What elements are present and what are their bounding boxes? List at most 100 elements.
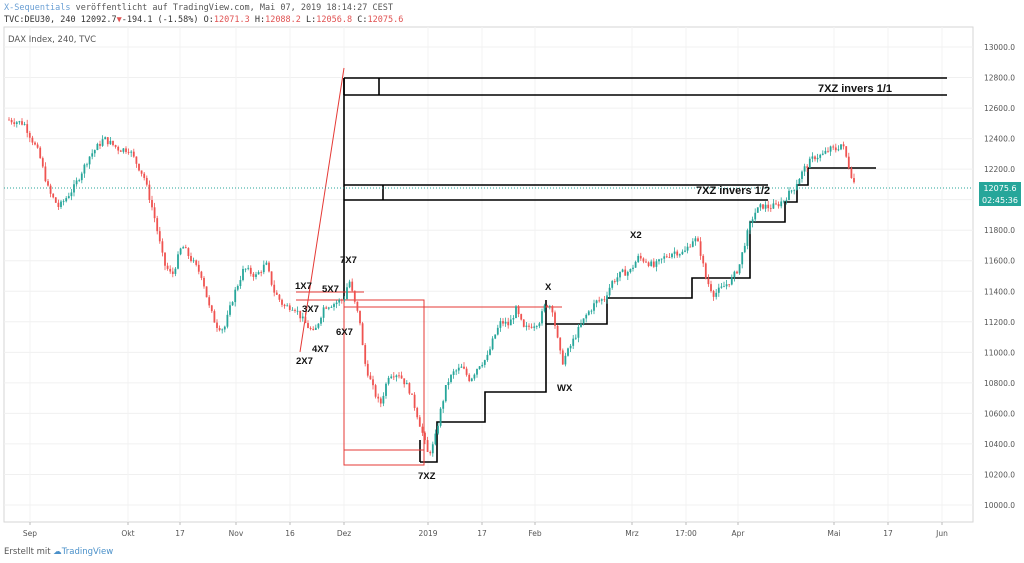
candle-body <box>434 433 437 445</box>
candle-body <box>728 284 731 286</box>
candle-body <box>291 309 294 311</box>
y-tick-label: 11800.0 <box>984 226 1015 235</box>
tradingview-logo-icon[interactable]: ☁ <box>53 547 62 557</box>
candle-body <box>850 168 853 179</box>
change-text: -194.1 (-1.58%) <box>121 15 199 25</box>
candle-body <box>70 192 73 197</box>
candle-body <box>247 267 250 269</box>
candle-body <box>54 197 57 203</box>
close-value: 12075.6 <box>367 15 404 25</box>
candle-body <box>353 290 356 302</box>
candle-body <box>15 122 18 124</box>
candle-body <box>348 281 351 288</box>
label-inverse-1-2: 7XZ invers 1/2 <box>696 185 770 197</box>
last-value: 12092.7 <box>80 15 117 25</box>
candle-body <box>795 184 798 190</box>
candle-body <box>767 204 770 209</box>
candle-body <box>122 148 125 152</box>
candle-body <box>99 143 101 146</box>
candle-body <box>195 260 198 265</box>
candle-body <box>619 271 621 278</box>
candle-body <box>580 323 582 327</box>
annotations: 7XZ invers 1/1 7XZ invers 1/2 1X7 2X7 3X… <box>295 83 892 482</box>
candle-body <box>234 289 237 303</box>
candle-body <box>777 204 780 207</box>
candle-body <box>36 144 39 148</box>
candle-body <box>174 268 177 274</box>
candle-body <box>57 202 60 207</box>
candle-body <box>655 261 658 267</box>
candle-body <box>710 284 712 292</box>
candle-body <box>327 307 330 309</box>
candle-body <box>153 207 156 219</box>
candle-body <box>749 222 751 231</box>
x-tick-label: Apr <box>732 529 746 538</box>
candle-body <box>645 261 647 263</box>
candle-body <box>460 366 463 368</box>
candle-body <box>595 300 598 304</box>
footer-created-text: Erstellt mit <box>4 547 51 557</box>
candle-body <box>86 164 88 166</box>
candle-body <box>530 326 533 328</box>
candle-body <box>91 153 94 157</box>
candle-body <box>621 269 624 272</box>
candle-body <box>405 383 408 385</box>
candle-body <box>252 273 255 277</box>
candle-body <box>255 274 257 277</box>
open-value: 12071.3 <box>213 15 250 25</box>
tradingview-brand[interactable]: TradingView <box>61 547 114 557</box>
candle-body <box>585 314 588 319</box>
x-tick-label: 16 <box>285 529 295 538</box>
x-axis: Sep Okt 17 Nov 16 Dez 2019 17 Feb Mrz 17:00 Apr Mai 1… <box>23 522 948 538</box>
candle-body <box>78 180 81 181</box>
candle-body <box>13 122 16 124</box>
candle-body <box>554 312 556 326</box>
candle-body <box>169 268 172 272</box>
candle-body <box>242 268 244 281</box>
red-drawings <box>296 67 562 466</box>
candle-body <box>561 350 564 365</box>
red-trend-line <box>299 67 345 353</box>
candle-body <box>307 323 309 328</box>
x-tick-label: Jun <box>935 529 948 538</box>
candle-body <box>457 367 460 371</box>
candle-body <box>577 326 580 338</box>
candle-body <box>314 327 317 330</box>
red-box <box>343 299 425 466</box>
candle-body <box>403 378 406 385</box>
candle-body <box>143 173 146 178</box>
candle-body <box>182 247 185 249</box>
candle-body <box>158 231 161 242</box>
candle-body <box>772 203 775 209</box>
candle-body <box>476 369 478 375</box>
candle-body <box>179 248 182 255</box>
candle-body <box>600 299 603 301</box>
candle-body <box>639 255 642 259</box>
x-tick-label: 17 <box>883 529 893 538</box>
candle-body <box>455 370 458 372</box>
candle-body <box>395 375 398 378</box>
candle-body <box>390 376 393 378</box>
candle-body <box>624 269 627 276</box>
candle-body <box>67 196 70 199</box>
candle-body <box>803 166 806 172</box>
candle-body <box>8 119 10 121</box>
y-tick-label: 13000.0 <box>984 43 1015 52</box>
candle-body <box>221 329 224 331</box>
candle-body <box>356 301 359 311</box>
candle-body <box>572 338 575 346</box>
candle-body <box>28 132 31 138</box>
candle-body <box>543 305 546 312</box>
candle-body <box>392 376 395 378</box>
candle-body <box>499 321 502 328</box>
candle-body <box>138 163 140 171</box>
candle-body <box>424 432 426 441</box>
candle-body <box>538 323 541 327</box>
candle-body <box>691 241 694 247</box>
candle-body <box>47 181 49 186</box>
x-tick-label: 17 <box>175 529 185 538</box>
candle-body <box>611 281 614 288</box>
author-link[interactable]: X-Sequentials <box>4 3 71 13</box>
candle-body <box>712 291 715 297</box>
